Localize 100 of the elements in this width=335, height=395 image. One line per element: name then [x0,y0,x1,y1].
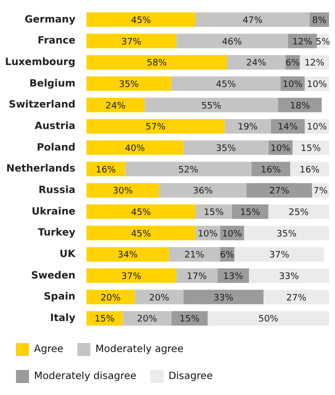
bar [196,12,310,27]
data-label: 27% [286,293,307,304]
y-tick-label: Ukraine [32,206,76,218]
data-label: 6% [220,250,235,261]
y-tick-label: Belgium [29,78,76,90]
data-label: 35% [276,229,297,240]
bar [246,183,312,198]
bar [290,162,329,176]
data-label: 35% [118,80,140,90]
legend-label: Moderately agree [95,344,184,356]
legend-label: Disagree [168,371,213,382]
data-label: 6% [285,58,300,69]
y-tick-label: Netherlands [6,164,76,175]
bar [86,55,228,70]
bar [86,98,145,112]
data-label: 10% [282,80,304,90]
data-label: 37% [121,272,142,282]
data-label: 10% [306,80,328,90]
bar [86,290,135,304]
data-label: 45% [216,80,236,90]
bar [125,162,252,176]
data-label: 5% [316,37,331,48]
y-tick-label: Poland [36,142,76,154]
data-label: 15% [240,208,261,218]
data-label: 16% [300,165,320,176]
data-label: 50% [258,314,279,325]
bar [183,140,268,155]
data-label: 24% [246,58,267,69]
data-label: 33% [278,272,300,282]
y-tick-label: Italy [50,312,76,324]
bar [224,119,271,134]
data-label: 16% [260,165,282,176]
y-tick-label: Spain [44,292,76,303]
data-label: 45% [130,16,152,26]
y-tick-label: Germany [24,14,76,26]
data-label: 10% [270,144,291,154]
bar [86,12,196,27]
data-label: 36% [192,186,214,197]
y-tick-label: Turkey [38,228,76,239]
data-label: 37% [121,37,142,48]
y-tick-label: Austria [34,120,76,132]
bar [248,268,329,283]
bar [244,226,329,240]
data-label: 58% [146,58,168,69]
data-label: 8% [312,16,327,26]
bar [86,247,169,262]
bar [234,247,324,262]
y-tick-label: UK [60,248,77,260]
bar [268,204,329,219]
data-label: 37% [269,250,290,261]
bar [278,98,322,112]
y-tick-label: Luxembourg [4,56,76,68]
data-label: 13% [223,272,244,282]
data-label: 15% [179,314,200,325]
data-label: 24% [105,101,126,112]
data-label: 10% [306,122,328,133]
data-label: 52% [178,165,199,176]
bar [86,76,172,91]
bar [86,119,225,134]
data-label: 20% [137,314,158,325]
bar [171,76,280,91]
data-label: 34% [118,250,138,261]
data-label: 14% [278,122,298,133]
data-label: 25% [288,208,310,218]
data-label: 45% [130,208,152,218]
bar [122,311,172,326]
data-label: 20% [100,293,122,304]
bar [86,162,126,176]
bar [86,204,196,219]
bar [86,183,160,198]
data-label: 30% [112,186,134,197]
y-tick-label: Switzerland [8,100,76,111]
data-label: 7% [313,186,328,197]
bar [86,140,184,155]
y-tick-label: Sweden [31,270,76,282]
bar [251,162,290,176]
bar [134,290,184,304]
data-label: 20% [149,293,170,304]
data-label: 46% [222,37,242,48]
legend-label: Moderately disagree [34,371,136,382]
bar [86,226,196,240]
data-label: 10% [198,229,218,240]
bar [176,268,218,283]
data-label: 16% [96,165,116,176]
data-label: 47% [242,16,264,26]
y-tick-label: Russia [38,184,76,196]
data-label: 12% [304,58,325,69]
bar [227,55,286,70]
data-label: 21% [184,250,205,261]
data-label: 17% [186,272,208,282]
data-label: 19% [238,122,258,133]
data-label: 55% [201,101,222,112]
bar [263,290,329,304]
data-label: 40% [124,144,146,154]
y-tick-label: France [38,36,76,47]
bar [159,183,247,198]
data-label: 12% [292,37,313,48]
data-label: 33% [213,293,234,304]
data-label: 15% [94,314,116,325]
data-label: 35% [216,144,236,154]
